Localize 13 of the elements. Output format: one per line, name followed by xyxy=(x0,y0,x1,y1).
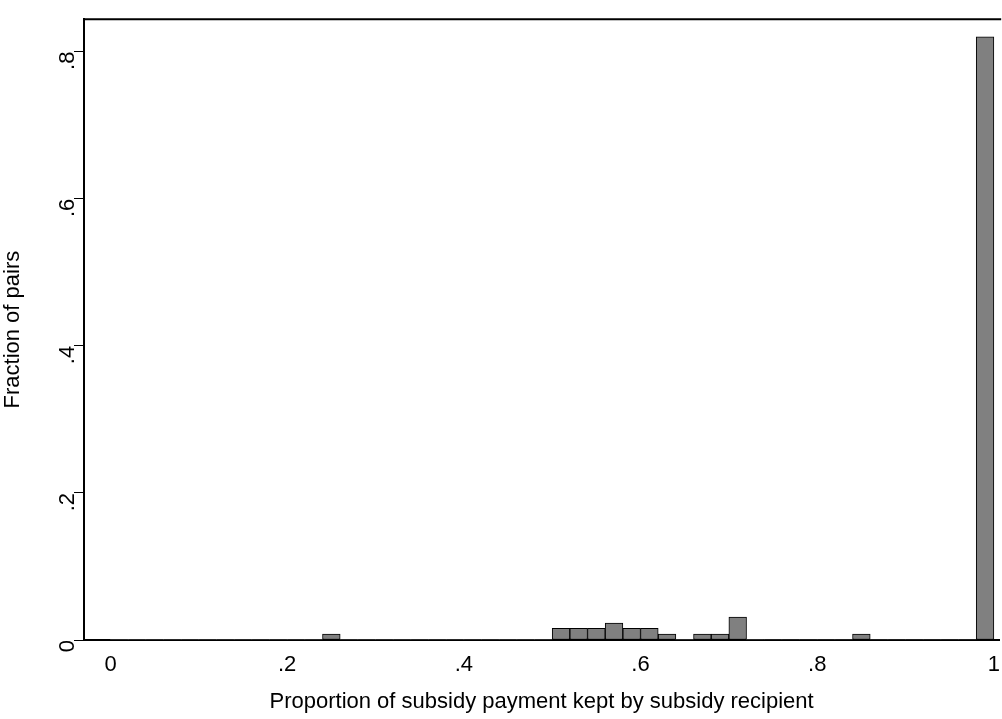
x-tick-label: .2 xyxy=(278,651,297,677)
y-axis-title: Fraction of pairs xyxy=(0,250,25,409)
x-tick-label: .4 xyxy=(454,651,474,677)
y-tick-label: .4 xyxy=(54,345,80,365)
y-tick-label: 0 xyxy=(54,640,80,653)
x-tick-label: 1 xyxy=(987,651,1001,677)
y-tick-label: .8 xyxy=(54,51,80,70)
x-axis-title: Proportion of subsidy payment kept by subsidy recipient xyxy=(269,687,814,713)
y-tick-label: .2 xyxy=(54,492,80,512)
x-tick-label: .8 xyxy=(808,651,827,677)
y-tick-label: .6 xyxy=(54,198,80,218)
x-tick-label: .6 xyxy=(631,651,650,677)
x-tick-label: 0 xyxy=(104,651,117,677)
